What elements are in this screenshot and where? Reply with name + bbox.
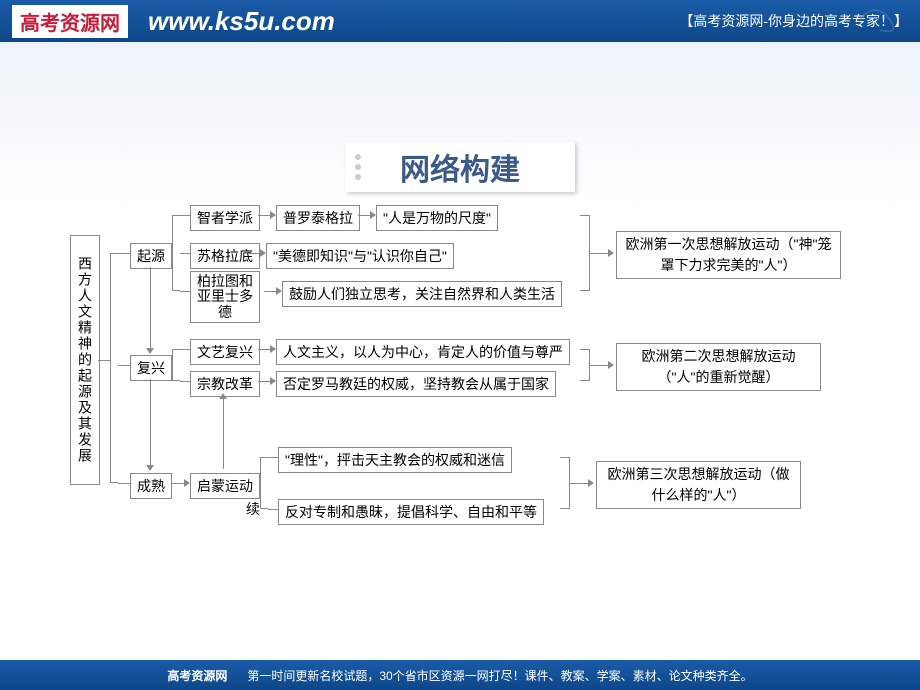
node-plato: 柏拉图和亚里士多德 (190, 271, 260, 323)
node-plato-idea: 鼓励人们独立思考，关注自然界和人类生活 (282, 281, 562, 307)
section-title: 网络构建 (400, 145, 520, 189)
node-revival-result: 欧洲第二次思想解放运动（"人"的重新觉醒） (616, 343, 821, 391)
node-mature-idea1: "理性"，抨击天主教会的权威和迷信 (278, 447, 512, 473)
concept-diagram: 西方人文精神的起源及其发展 起源 复兴 成熟 智者学派 普罗泰格拉 "人是万物的… (70, 205, 870, 545)
node-mature-result: 欧洲第三次思想解放运动（做什么样的"人"） (596, 461, 801, 509)
node-mature-idea2: 反对专制和愚昧，提倡科学、自由和平等 (278, 499, 544, 525)
footer-text: 第一时间更新名校试题，30个省市区资源一网打尽！课件、教案、学案、素材、论文种类… (247, 667, 752, 684)
node-reform-idea: 否定罗马教廷的权威，坚持教会从属于国家 (276, 371, 556, 397)
page-header: 高考资源网 www.ks5u.com 【高考资源网-你身边的高考专家！】 (0, 0, 920, 42)
node-renaissance-idea: 人文主义，以人为中心，肯定人的价值与尊严 (276, 339, 570, 365)
node-protagoras-idea: "人是万物的尺度" (376, 205, 498, 231)
node-socrates-idea: "美德即知识"与"认识你自己" (266, 243, 454, 269)
node-renaissance: 文艺复兴 (190, 339, 260, 365)
footer-logo: 高考资源网 (167, 667, 227, 684)
url-text: www.ks5u.com (148, 6, 335, 37)
node-enlightenment: 启蒙运动 (190, 473, 260, 499)
stage-mature: 成熟 (130, 473, 172, 499)
logo: 高考资源网 (12, 5, 128, 38)
node-socrates: 苏格拉底 (190, 243, 260, 269)
section-title-bar: 网络构建 (345, 142, 575, 192)
continue-label: 续 (246, 499, 260, 519)
root-node: 西方人文精神的起源及其发展 (70, 235, 100, 485)
title-dots-icon (355, 154, 361, 180)
node-protagoras: 普罗泰格拉 (276, 205, 360, 231)
stage-revival: 复兴 (130, 355, 172, 381)
page-footer: 高考资源网 第一时间更新名校试题，30个省市区资源一网打尽！课件、教案、学案、素… (0, 660, 920, 690)
stage-origin: 起源 (130, 243, 172, 269)
decoration-swirl (850, 0, 910, 45)
node-sophists: 智者学派 (190, 205, 260, 231)
node-origin-result: 欧洲第一次思想解放运动（"神"笼罩下力求完美的"人"） (616, 231, 841, 279)
